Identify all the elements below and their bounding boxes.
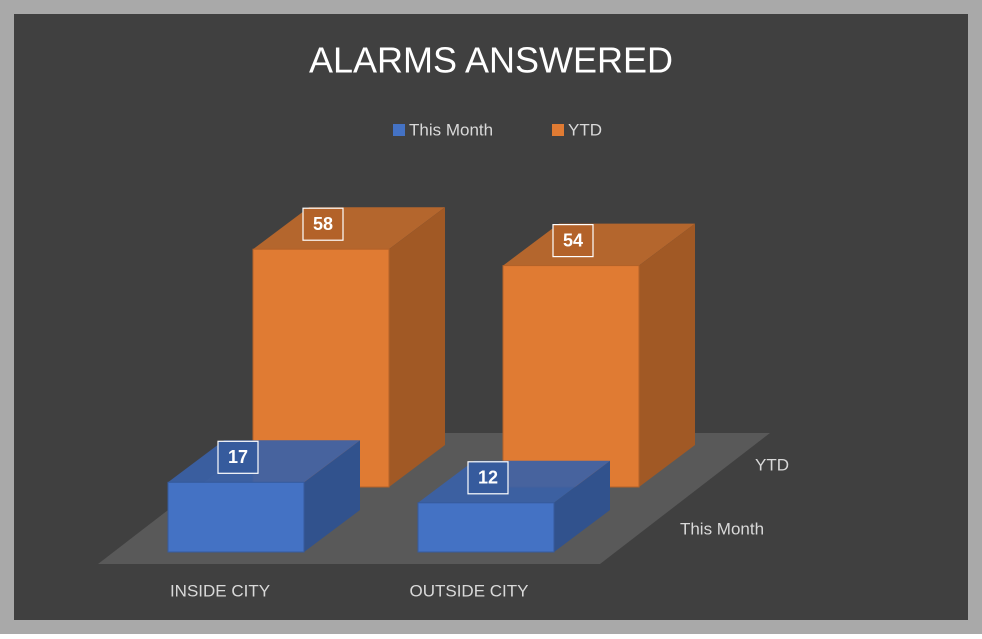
bar — [417, 502, 555, 553]
bar-top — [418, 460, 610, 503]
bar — [167, 481, 305, 553]
data-label-box — [467, 461, 509, 495]
bar-top — [253, 207, 445, 250]
bar-side — [389, 207, 445, 487]
depth-axis-label: This Month — [680, 519, 764, 538]
bar-side — [639, 223, 695, 487]
chart-title: ALARMS ANSWERED — [309, 40, 673, 81]
depth-axis-label: YTD — [755, 455, 789, 474]
bar-side — [554, 460, 610, 552]
legend-swatch — [393, 124, 405, 136]
data-label-box — [217, 440, 259, 474]
bar-top — [168, 440, 360, 483]
data-label-box — [302, 207, 344, 241]
x-tick-label: OUTSIDE CITY — [409, 581, 528, 600]
data-label: 12 — [478, 468, 498, 488]
legend-swatch — [552, 124, 564, 136]
legend-label: YTD — [568, 120, 602, 139]
data-label: 17 — [228, 447, 248, 467]
legend-label: This Month — [409, 120, 493, 139]
data-label: 58 — [313, 214, 333, 234]
bar — [502, 265, 640, 488]
bar-side — [304, 440, 360, 552]
data-label-box — [552, 224, 594, 258]
x-tick-label: INSIDE CITY — [170, 581, 270, 600]
bar-top — [503, 223, 695, 266]
data-label: 54 — [563, 230, 583, 250]
